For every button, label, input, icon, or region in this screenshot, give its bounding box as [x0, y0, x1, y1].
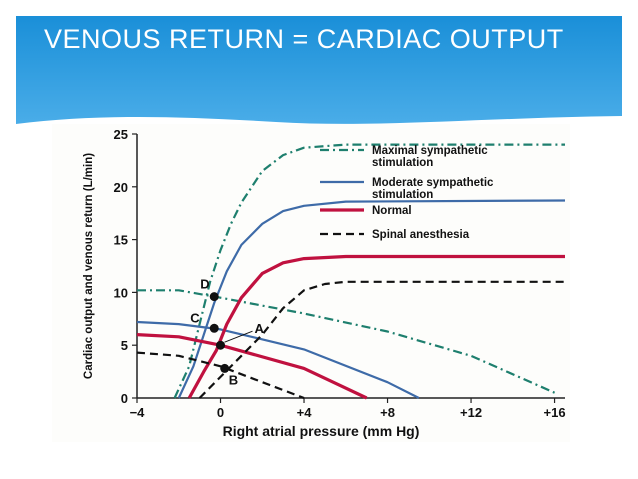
legend-label-moderate-sympathetic-stimulation-line2: stimulation [372, 189, 433, 201]
x-tick-label-0: 0 [217, 405, 224, 420]
equilibrium-point-A [216, 340, 226, 350]
venous-return-curve-moderate-sympathetic-stimulation [136, 320, 420, 399]
point-label-C: C [190, 310, 200, 325]
point-label-A: A [255, 321, 265, 336]
venous-return-curve-spinal-anesthesia [136, 351, 305, 400]
slide-title: VENOUS RETURN = CARDIAC OUTPUT [44, 24, 564, 54]
legend-label-maximal-sympathetic-stimulation: Maximal sympathetic [372, 145, 488, 157]
point-label-B: B [229, 372, 238, 387]
point-label-D: D [200, 277, 209, 292]
y-tick-label-20: 20 [114, 180, 128, 195]
cardiac-output-curve-maximal-sympathetic-stimulation [173, 143, 565, 399]
x-tick-label--4: −4 [130, 405, 146, 420]
title-banner [16, 16, 622, 136]
y-tick-label-10: 10 [114, 285, 128, 300]
x-tick-label-12: +12 [460, 405, 482, 420]
figure-panel [52, 124, 570, 442]
y-tick-label-15: 15 [114, 233, 128, 248]
y-tick-label-25: 25 [114, 127, 128, 142]
legend-label-spinal-anesthesia: Spinal anesthesia [372, 229, 470, 241]
x-axis-label: Right atrial pressure (mm Hg) [223, 423, 420, 439]
y-tick-label-0: 0 [121, 391, 128, 406]
equilibrium-point-D [209, 292, 219, 302]
equilibrium-point-B [220, 363, 230, 373]
equilibrium-point-C [209, 323, 219, 333]
x-tick-label-8: +8 [380, 405, 395, 420]
venous-return-curve-normal [136, 333, 368, 400]
point-label-leader-A [224, 330, 253, 343]
cardiac-output-curve-moderate-sympathetic-stimulation [177, 199, 566, 399]
legend-label-moderate-sympathetic-stimulation: Moderate sympathetic [372, 177, 494, 189]
y-tick-label-5: 5 [121, 338, 128, 353]
cardiac-output-curve-normal [187, 254, 565, 399]
legend-label-normal: Normal [372, 205, 412, 217]
x-tick-label-16: +16 [544, 405, 566, 420]
legend-label-maximal-sympathetic-stimulation-line2: stimulation [372, 157, 433, 169]
venous-return-curve-maximal-sympathetic-stimulation [137, 289, 556, 394]
x-tick-label-4: +4 [297, 405, 313, 420]
y-axis-label: Cardiac output and venous return (L/min) [83, 153, 95, 379]
